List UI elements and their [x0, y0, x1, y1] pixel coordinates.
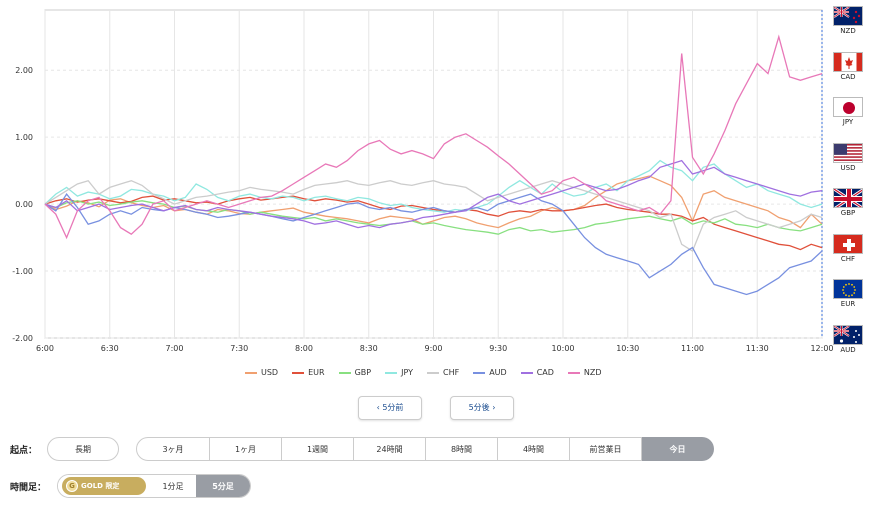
gold-label: GOLD 限定: [81, 482, 120, 490]
x-tick-label: 9:00: [425, 344, 443, 353]
aud-flag-icon: [833, 324, 863, 345]
x-tick-label: 7:30: [230, 344, 248, 353]
currency-flag-gbp[interactable]: GBP: [826, 188, 870, 217]
timeframe-1min-button[interactable]: 1分足: [162, 481, 184, 491]
currency-flag-eur[interactable]: EUR: [826, 279, 870, 308]
x-tick-label: 7:00: [166, 344, 184, 353]
currency-flag-aud[interactable]: AUD: [826, 324, 870, 354]
start-point-label: 起点：: [10, 446, 38, 456]
start-point-option[interactable]: 前営業日: [570, 437, 642, 461]
currency-flag-label: CAD: [840, 72, 856, 81]
legend-swatch: [426, 371, 439, 374]
next-5min-button[interactable]: 5分後 ›: [450, 396, 514, 420]
start-point-option[interactable]: 3ヶ月: [136, 437, 210, 461]
x-tick-label: 6:30: [101, 344, 119, 353]
legend-item-jpy[interactable]: JPY: [385, 368, 413, 377]
legend-label: USD: [261, 368, 279, 377]
currency-flag-label: GBP: [840, 209, 856, 217]
nzd-flag-icon: [833, 6, 863, 26]
start-point-option[interactable]: 1週間: [282, 437, 354, 461]
currency-flag-jpy[interactable]: JPY: [826, 97, 870, 126]
legend-item-nzd[interactable]: NZD: [567, 368, 602, 377]
legend-item-usd[interactable]: USD: [245, 368, 278, 377]
legend-item-cad[interactable]: CAD: [520, 368, 554, 377]
start-point-option[interactable]: 4時間: [498, 437, 570, 461]
eur-flag-icon: [833, 279, 863, 299]
legend-item-aud[interactable]: AUD: [473, 368, 507, 377]
legend-label: AUD: [489, 368, 507, 377]
chf-flag-icon: [833, 233, 863, 254]
currency-flag-label: NZD: [840, 27, 856, 35]
start-point-option[interactable]: 1ヶ月: [210, 437, 282, 461]
legend-label: JPY: [401, 368, 413, 377]
x-tick-label: 9:30: [489, 344, 507, 353]
start-point-option[interactable]: 今日: [642, 437, 714, 461]
currency-flag-label: CHF: [840, 254, 856, 263]
legend-swatch: [338, 371, 351, 374]
x-tick-label: 10:30: [616, 344, 639, 353]
prev-5min-button[interactable]: ‹ 5分前: [358, 396, 422, 420]
currency-flag-nzd[interactable]: NZD: [826, 6, 870, 35]
currency-strength-chart: 6:00 6:30 7:00 7:30 8:00 8:30 9:00 9:30 10:00 10:…: [12, 9, 834, 353]
x-tick-label: 11:00: [681, 344, 704, 353]
x-tick-label: 6:00: [36, 344, 54, 353]
series-line-cad: [44, 159, 823, 229]
start-point-option[interactable]: 8時間: [426, 437, 498, 461]
y-tick-label: 2.00: [15, 66, 33, 75]
legend-swatch: [385, 371, 398, 374]
start-point-option[interactable]: 長期: [47, 437, 119, 461]
legend-item-eur[interactable]: EUR: [292, 368, 325, 377]
gold-coin-icon: G: [66, 480, 78, 492]
currency-flag-chf[interactable]: CHF: [826, 233, 870, 263]
legend-label: CAD: [536, 368, 554, 377]
timeframe-label: 時間足：: [10, 483, 47, 493]
currency-flag-cad[interactable]: CAD: [826, 51, 870, 81]
cad-flag-icon: [833, 51, 863, 72]
start-point-option[interactable]: 24時間: [354, 437, 426, 461]
timeframe-5min-button[interactable]: 5分足: [196, 475, 250, 497]
y-tick-label: 0.00: [15, 200, 33, 209]
series-line-nzd: [44, 34, 823, 240]
legend-item-chf[interactable]: CHF: [426, 368, 460, 377]
legend-label: CHF: [442, 368, 460, 377]
y-tick-label: 1.00: [15, 133, 33, 142]
start-point-selector: 長期 3ヶ月 1ヶ月 1週間 24時間 8時間 4時間 前営業日 今日: [47, 437, 714, 461]
y-tick-label: -1.00: [12, 267, 33, 276]
gbp-flag-icon: [833, 188, 863, 208]
legend-swatch: [245, 371, 257, 374]
currency-flag-label: JPY: [842, 118, 854, 126]
legend-swatch: [292, 371, 305, 374]
jpy-flag-icon: [833, 97, 863, 117]
legend-swatch: [473, 371, 486, 374]
x-tick-label: 8:30: [360, 344, 378, 353]
legend-label: GBP: [354, 368, 372, 377]
legend-label: EUR: [308, 368, 325, 377]
legend-swatch: [520, 371, 533, 374]
series-line-jpy: [44, 159, 823, 213]
x-tick-label: 10:00: [551, 344, 574, 353]
legend-item-gbp[interactable]: GBP: [338, 368, 372, 377]
currency-flag-label: EUR: [840, 300, 856, 308]
currency-flag-label: AUD: [840, 345, 856, 354]
x-tick-label: 8:00: [295, 344, 313, 353]
timeframe-selector: G GOLD 限定 1分足 5分足: [57, 474, 251, 498]
y-tick-label: -2.00: [12, 334, 33, 343]
series-line-chf: [44, 179, 823, 252]
legend-swatch: [567, 371, 580, 374]
currency-flag-usd[interactable]: USD: [826, 142, 870, 172]
x-tick-label: 12:00: [810, 344, 833, 353]
series-line-eur: [44, 195, 823, 251]
usd-flag-icon: [833, 142, 863, 163]
x-tick-label: 11:30: [746, 344, 769, 353]
legend-label: NZD: [583, 368, 602, 377]
chart-legend: USD EUR GBP JPY CHF AUD CAD NZD: [245, 368, 602, 377]
currency-flag-label: USD: [840, 163, 856, 172]
gold-limited-badge[interactable]: G GOLD 限定: [58, 475, 150, 497]
